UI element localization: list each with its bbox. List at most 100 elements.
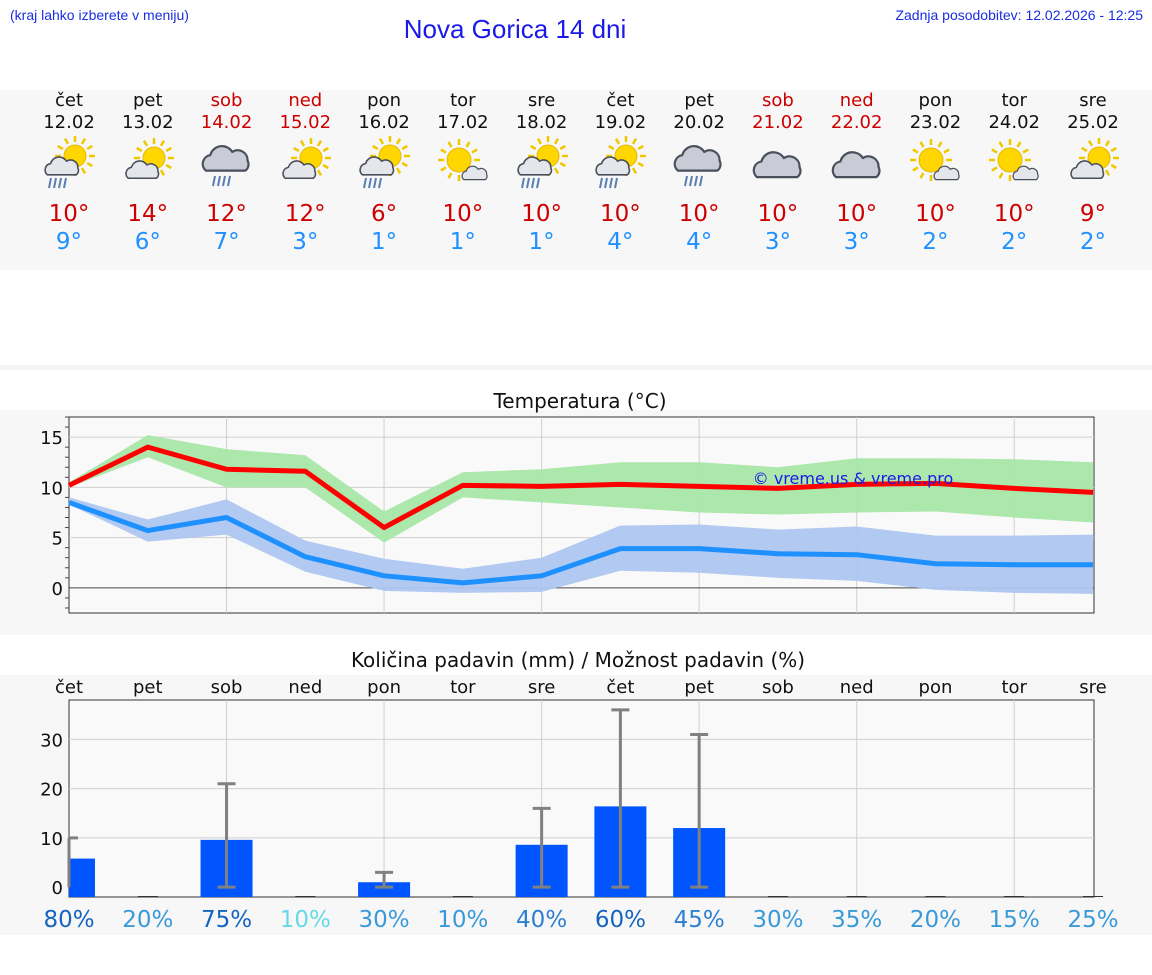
day-label: sob: [211, 677, 243, 698]
temp-max: 9°: [1079, 201, 1107, 227]
temp-min: 1°: [528, 229, 555, 255]
precip-probability: 15%: [989, 907, 1040, 933]
sun-cloud-rain-icon: [517, 136, 568, 189]
temp-max: 10°: [442, 201, 484, 227]
cloud-rain-icon: [673, 145, 722, 187]
day-name: pon: [367, 90, 401, 111]
temp-min: 3°: [292, 229, 319, 255]
temp-min: 9°: [55, 229, 83, 255]
cloud-icon: [752, 151, 802, 179]
watermark: © vreme.us & vreme.pro: [753, 469, 954, 488]
precip-probability: 30%: [359, 907, 410, 933]
precip-probability: 10%: [437, 907, 488, 933]
day-column: čet 12.02 10° 9°: [29, 90, 109, 256]
location-hint: (kraj lahko izberete v meniju): [10, 7, 189, 23]
y-tick-label: 5: [52, 529, 63, 550]
day-date: 21.02: [752, 112, 804, 133]
precip-probability: 30%: [752, 907, 803, 933]
temp-max: 10°: [915, 201, 956, 227]
chart-title: Temperatura (°C): [492, 389, 666, 413]
day-column: čet 19.02 10° 4°: [580, 90, 660, 256]
precip-probability: 35%: [831, 907, 882, 933]
day-column: ned 15.02 12° 3°: [265, 90, 345, 256]
precip-probability: 45%: [674, 907, 725, 933]
max-temp-line: [67, 444, 1094, 531]
day-label: sob: [762, 677, 794, 698]
precip-probability: 25%: [1067, 907, 1118, 933]
day-date: 16.02: [358, 112, 410, 133]
precip-probability: 20%: [910, 907, 961, 933]
temp-max: 10°: [48, 201, 90, 227]
precip-probability: 75%: [201, 907, 252, 933]
sun-small-cloud-icon: [437, 139, 488, 181]
day-label: pon: [919, 677, 953, 698]
last-updated: Zadnja posodobitev: 12.02.2026 - 12:25: [895, 7, 1143, 23]
day-name: pon: [918, 90, 953, 111]
day-name: ned: [288, 90, 323, 111]
divider: [0, 365, 1152, 370]
cloud-rain-icon: [201, 145, 250, 187]
sun-small-cloud-icon: [989, 139, 1039, 181]
day-label: tor: [450, 677, 476, 698]
precipitation-chart: Količina padavin (mm) / Možnost padavin …: [40, 648, 1118, 933]
temp-min: 1°: [449, 229, 476, 255]
day-date: 17.02: [437, 112, 489, 133]
min-temp-line: [68, 500, 1094, 586]
day-date: 22.02: [830, 112, 883, 133]
temp-max: 10°: [599, 201, 641, 227]
precip-probability: 10%: [280, 907, 331, 933]
temp-min: 3°: [843, 229, 870, 255]
day-date: 19.02: [594, 112, 647, 133]
day-column: pet 20.02 10° 4°: [659, 90, 739, 256]
day-label: tor: [1001, 677, 1027, 698]
day-name: sob: [210, 90, 243, 111]
temp-max: 10°: [836, 201, 878, 227]
day-date: 13.02: [122, 112, 174, 133]
max-temp-range-band: [69, 435, 1094, 543]
day-column: pet 13.02 14° 6°: [108, 90, 188, 256]
day-label: sre: [1079, 677, 1106, 698]
precip-probability: 80%: [43, 907, 94, 933]
temp-min: 6°: [134, 229, 161, 255]
y-tick-label: 0: [52, 579, 63, 600]
temp-max: 6°: [371, 201, 398, 227]
day-name: pet: [684, 90, 714, 111]
temp-min: 2°: [1079, 229, 1107, 255]
sun-cloud-icon: [1070, 138, 1119, 180]
temp-min: 4°: [686, 229, 713, 255]
day-column: sob 21.02 10° 3°: [738, 90, 818, 256]
day-column: sre 18.02 10° 1°: [502, 90, 582, 256]
temp-min: 7°: [213, 229, 240, 255]
day-label: pet: [133, 677, 163, 698]
day-column: sre 25.02 9° 2°: [1053, 90, 1133, 256]
precip-probability: 20%: [122, 907, 173, 933]
day-name: čet: [606, 90, 635, 111]
precip-probability: 40%: [516, 907, 567, 933]
daily-forecast-strip: čet 12.02 10° 9° pet 13.02 14° 6° sob 14.02 12° 7° n…: [0, 90, 1152, 270]
temp-min: 1°: [371, 229, 398, 255]
day-date: 15.02: [279, 112, 332, 133]
day-label: sre: [528, 677, 555, 698]
day-name: pet: [132, 90, 163, 111]
y-tick-label: 10: [40, 829, 63, 850]
day-label: ned: [840, 677, 874, 698]
day-date: 12.02: [43, 112, 95, 133]
precip-bar: [358, 882, 411, 897]
temp-max: 12°: [206, 201, 247, 227]
day-date: 18.02: [515, 112, 568, 133]
day-date: 14.02: [200, 112, 253, 133]
temp-min: 2°: [922, 229, 949, 255]
day-column: tor 17.02 10° 1°: [423, 90, 503, 256]
cloud-icon: [831, 151, 881, 179]
temp-min: 4°: [607, 229, 634, 255]
temperature-chart: Temperatura (°C) 0 5 10 15 © vreme.us & vreme…: [40, 389, 1095, 614]
day-column: ned 22.02 10° 3°: [817, 90, 897, 256]
day-label: pon: [367, 677, 401, 698]
day-name: sre: [1079, 90, 1107, 111]
day-label: čet: [606, 677, 634, 698]
page-title: Nova Gorica 14 dni: [403, 14, 627, 44]
sun-cloud-icon: [282, 138, 332, 180]
temp-max: 10°: [757, 201, 799, 227]
day-label: pet: [684, 677, 714, 698]
day-name: tor: [450, 90, 476, 111]
